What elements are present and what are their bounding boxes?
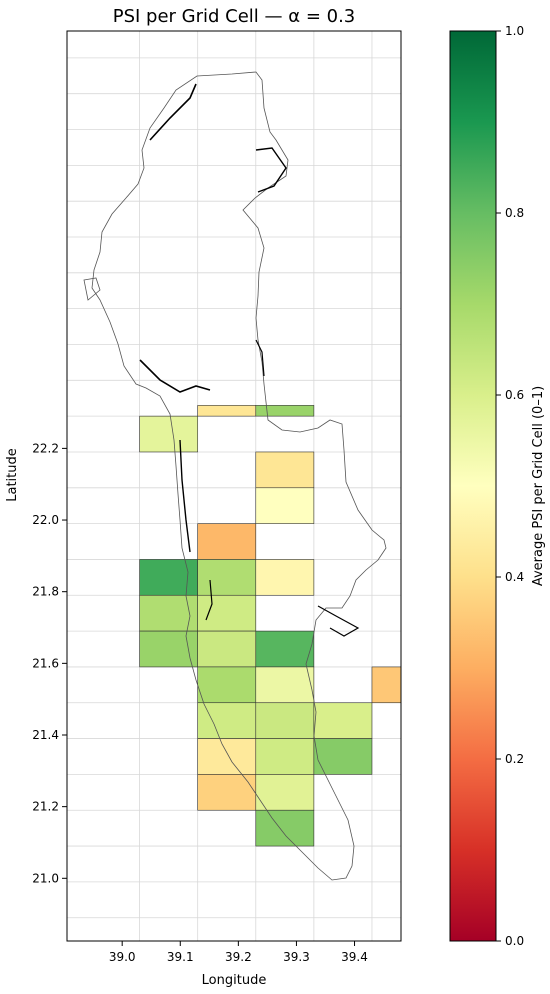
psi-cell [139, 559, 198, 596]
y-tick-label: 21.6 [32, 656, 59, 670]
psi-cell [197, 559, 257, 596]
psi-cell [197, 594, 257, 632]
y-tick-label: 21.2 [32, 800, 59, 814]
coastline-segment [255, 339, 265, 377]
coastline-segment [149, 83, 197, 141]
x-axis-label: Longitude [202, 973, 267, 988]
psi-cell [197, 405, 257, 417]
coastline-segment [139, 359, 211, 393]
coastline-segment [205, 579, 213, 621]
colorbar-gradient [449, 30, 497, 942]
chart-title: PSI per Grid Cell — α = 0.3 [113, 6, 356, 27]
psi-cell [255, 666, 315, 704]
psi-cell [255, 809, 315, 847]
y-tick-label: 22.0 [32, 513, 59, 527]
colorbar-tick-label: 0.4 [505, 570, 524, 584]
x-tick-label: 39.3 [283, 950, 310, 964]
psi-cell [255, 405, 315, 417]
psi-cell [197, 523, 257, 560]
psi-cell [139, 415, 198, 453]
psi-cell [255, 630, 315, 668]
x-tick-label: 39.0 [109, 950, 136, 964]
colorbar: 0.0 0.2 0.4 0.6 0.8 1.0 Average PSI per Grid … [449, 24, 546, 948]
colorbar-tick-label: 0.0 [505, 934, 524, 948]
psi-cell [139, 594, 198, 632]
psi-cell [371, 666, 401, 704]
psi-cells [139, 405, 401, 847]
colorbar-tick-label: 0.8 [505, 206, 524, 220]
island-outline [83, 277, 101, 301]
psi-cell [197, 738, 257, 775]
y-tick-label: 21.4 [32, 728, 59, 742]
y-axis-label: Latitude [5, 448, 20, 502]
land-outline [91, 71, 387, 881]
psi-cell [313, 738, 373, 775]
psi-cell [255, 487, 315, 524]
psi-cell [197, 666, 257, 704]
x-tick-label: 39.2 [225, 950, 252, 964]
colorbar-tick-label: 0.2 [505, 752, 524, 766]
plot-frame [66, 30, 402, 942]
y-tick-label: 21.8 [32, 585, 59, 599]
psi-cell [255, 451, 315, 489]
coastline-segment [179, 439, 191, 553]
psi-cell [255, 774, 315, 811]
coastline-segment [317, 605, 360, 637]
colorbar-tick-label: 0.6 [505, 388, 524, 402]
colorbar-label: Average PSI per Grid Cell (0–1) [531, 386, 546, 586]
y-axis: 21.0 21.2 21.4 21.6 21.8 22.0 22.2 [32, 441, 67, 885]
coastline-outline [83, 71, 387, 881]
x-tick-label: 39.4 [341, 950, 368, 964]
coastline-segment [255, 147, 287, 193]
psi-cell [197, 630, 257, 668]
x-axis: 39.0 39.1 39.2 39.3 39.4 [109, 941, 368, 964]
x-tick-label: 39.1 [167, 950, 194, 964]
psi-cell [139, 630, 198, 668]
map-plot-area [66, 30, 402, 942]
y-tick-label: 22.2 [32, 441, 59, 455]
psi-cell [197, 774, 257, 811]
psi-cell [197, 702, 257, 739]
psi-cell [255, 738, 315, 775]
psi-cell [255, 559, 315, 596]
psi-cell [313, 702, 373, 739]
psi-cell [255, 702, 315, 739]
colorbar-ticks: 0.0 0.2 0.4 0.6 0.8 1.0 [496, 24, 524, 948]
y-tick-label: 21.0 [32, 871, 59, 885]
colorbar-tick-label: 1.0 [505, 24, 524, 38]
